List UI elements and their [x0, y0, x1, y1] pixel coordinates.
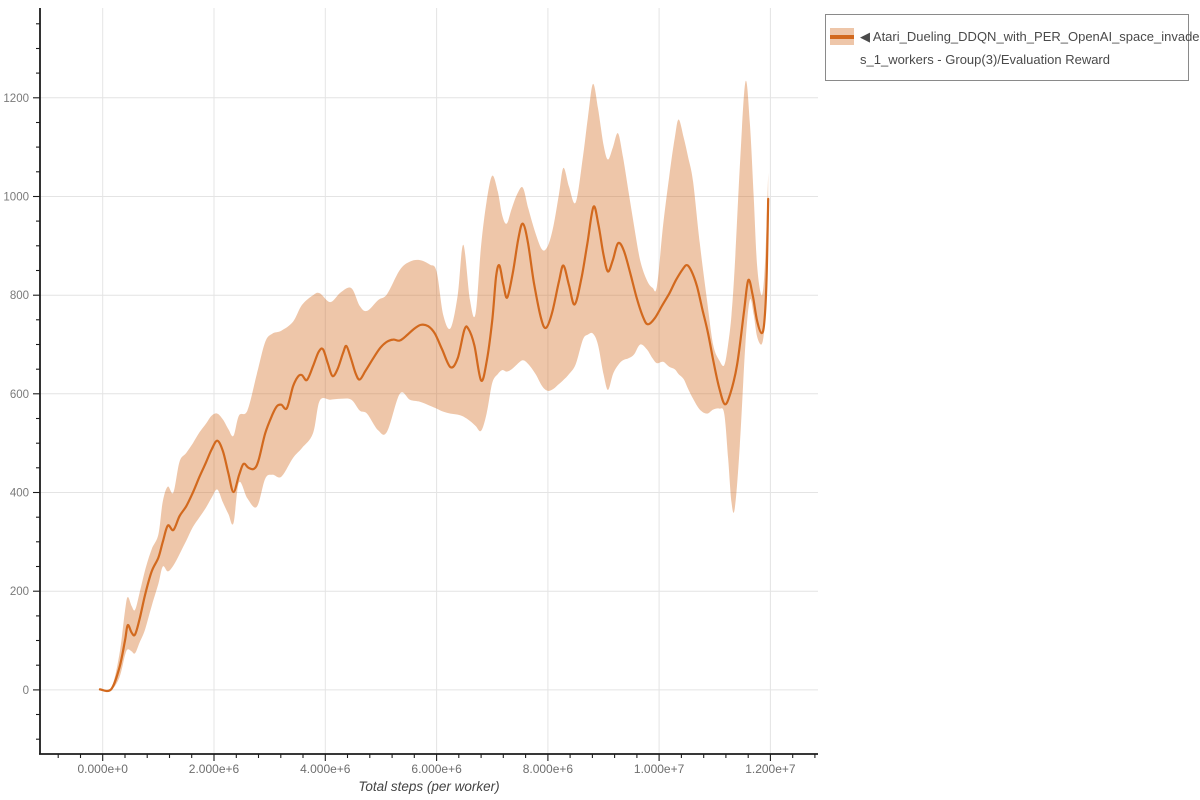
- y-tick-label: 1000: [3, 192, 29, 204]
- x-tick-label: 6.000e+6: [411, 762, 462, 776]
- y-tick-label: 800: [10, 290, 29, 302]
- grid: [40, 8, 818, 754]
- x-tick-label: 1.000e+7: [634, 762, 685, 776]
- axes: [33, 8, 818, 761]
- confidence-band: [99, 80, 769, 692]
- y-tick-label: 400: [10, 488, 29, 500]
- x-tick-label: 0.000e+0: [78, 762, 129, 776]
- legend-label-line1: ◀ Atari_Dueling_DDQN_with_PER_OpenAI_spa…: [860, 29, 1200, 44]
- y-tick-label: 200: [10, 586, 29, 598]
- series-line: [98, 197, 770, 693]
- y-tick-label: 600: [10, 389, 29, 401]
- x-tick-label: 2.000e+6: [189, 762, 240, 776]
- legend-item[interactable]: ◀ Atari_Dueling_DDQN_with_PER_OpenAI_spa…: [830, 25, 1200, 71]
- legend-label: ◀ Atari_Dueling_DDQN_with_PER_OpenAI_spa…: [860, 25, 1200, 71]
- legend-line-swatch: [830, 35, 854, 39]
- x-axis-title: Total steps (per worker): [358, 779, 499, 794]
- x-tick-label: 1.200e+7: [745, 762, 796, 776]
- legend: ◀ Atari_Dueling_DDQN_with_PER_OpenAI_spa…: [825, 14, 1200, 81]
- legend-label-line2: s_1_workers - Group(3)/Evaluation Reward: [860, 52, 1110, 67]
- y-tick-label: 0: [23, 685, 29, 697]
- x-tick-label: 4.000e+6: [300, 762, 351, 776]
- legend-band-swatch: [830, 28, 854, 45]
- x-tick-label: 8.000e+6: [523, 762, 574, 776]
- y-tick-label: 1200: [3, 93, 29, 105]
